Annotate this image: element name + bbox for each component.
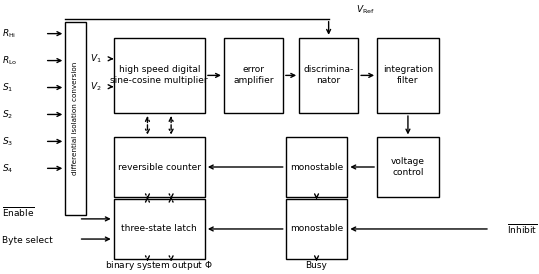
Text: $R_{\mathrm{Lo}}$: $R_{\mathrm{Lo}}$ bbox=[2, 54, 18, 67]
Text: three-state latch: three-state latch bbox=[121, 224, 197, 233]
Text: $R_{\mathrm{Hi}}$: $R_{\mathrm{Hi}}$ bbox=[2, 27, 17, 40]
Text: $V_2$: $V_2$ bbox=[90, 81, 101, 93]
Bar bbox=[299, 38, 358, 113]
Text: binary system output $\Phi$: binary system output $\Phi$ bbox=[106, 259, 213, 272]
Bar bbox=[114, 199, 205, 259]
Text: reversible counter: reversible counter bbox=[118, 162, 201, 172]
Text: $V_1$: $V_1$ bbox=[90, 53, 101, 65]
Text: integration
filter: integration filter bbox=[383, 65, 433, 85]
Text: Busy: Busy bbox=[306, 261, 328, 270]
Text: $S_3$: $S_3$ bbox=[2, 135, 13, 148]
Text: $S_4$: $S_4$ bbox=[2, 162, 13, 175]
Text: $V_{\mathrm{Ref}}$: $V_{\mathrm{Ref}}$ bbox=[356, 4, 375, 16]
Text: monostable: monostable bbox=[290, 162, 343, 172]
Text: differential isolation conversion: differential isolation conversion bbox=[72, 62, 78, 175]
Text: monostable: monostable bbox=[290, 224, 343, 233]
Bar bbox=[377, 38, 439, 113]
Text: error
amplifier: error amplifier bbox=[233, 65, 274, 85]
Text: Byte select: Byte select bbox=[2, 236, 53, 245]
Text: $S_1$: $S_1$ bbox=[2, 81, 13, 94]
Bar bbox=[114, 137, 205, 197]
Bar bbox=[114, 38, 205, 113]
Text: discrimina-
nator: discrimina- nator bbox=[303, 65, 354, 85]
Bar bbox=[224, 38, 283, 113]
Bar bbox=[65, 21, 86, 215]
Text: high speed digital
sine-cosine multiplier: high speed digital sine-cosine multiplie… bbox=[110, 65, 208, 85]
Text: $\overline{\mathrm{Enable}}$: $\overline{\mathrm{Enable}}$ bbox=[2, 205, 35, 219]
Bar bbox=[286, 137, 348, 197]
Text: $\overline{\mathrm{Inhibit}}$: $\overline{\mathrm{Inhibit}}$ bbox=[507, 222, 537, 236]
Bar bbox=[377, 137, 439, 197]
Text: $S_2$: $S_2$ bbox=[2, 108, 13, 121]
Bar bbox=[286, 199, 348, 259]
Text: voltage
control: voltage control bbox=[391, 157, 425, 177]
